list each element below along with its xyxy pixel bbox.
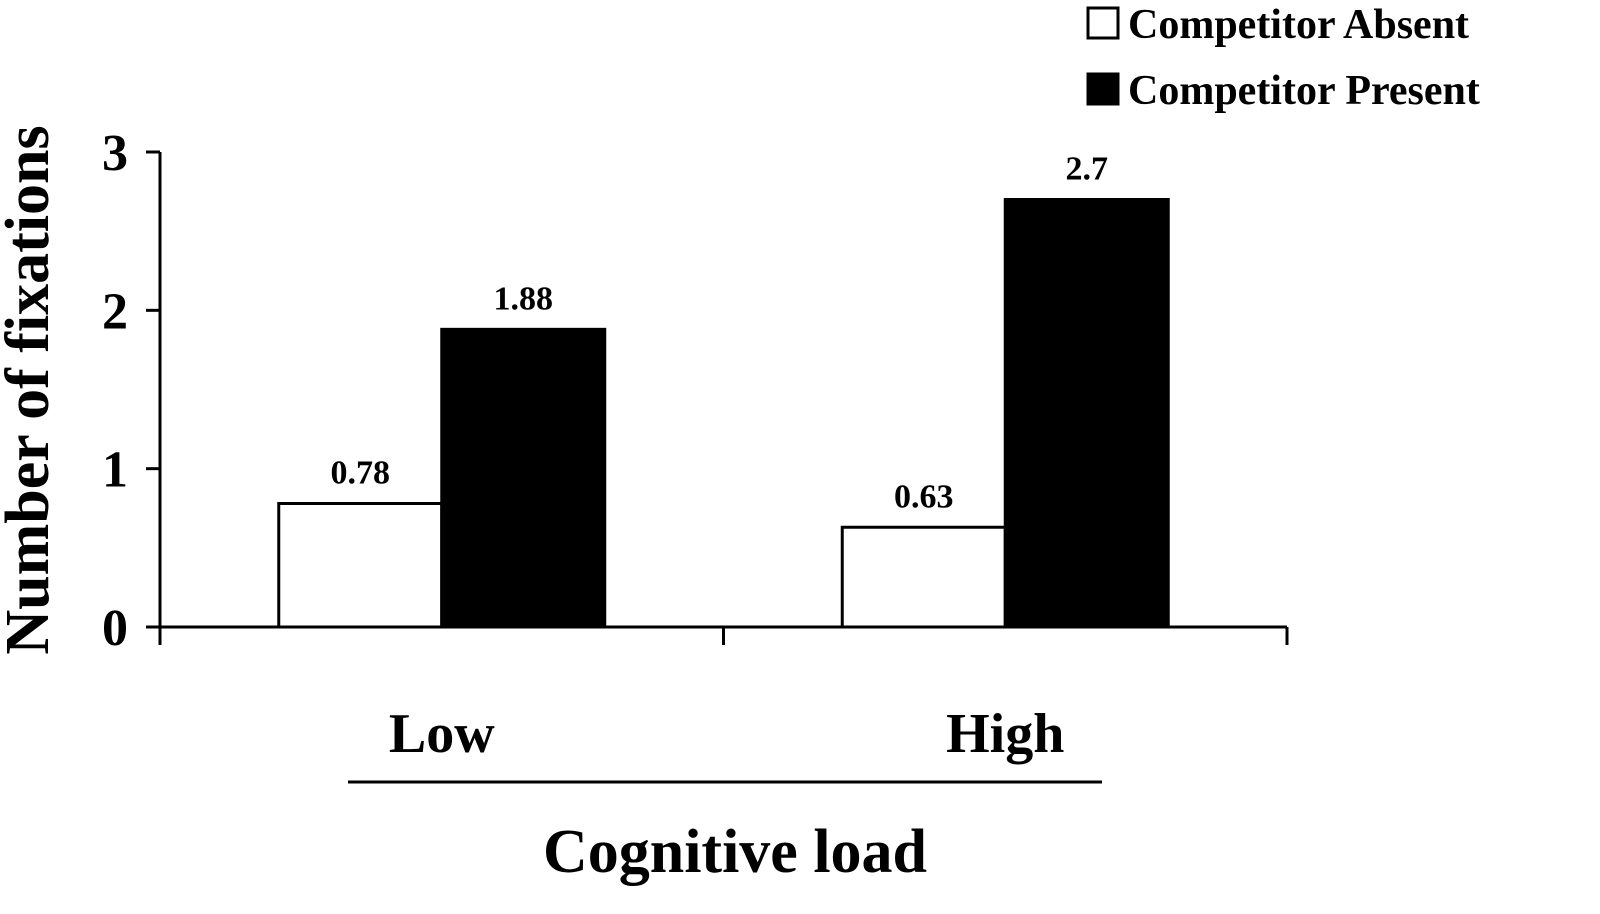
data-label: 1.88 bbox=[494, 280, 554, 317]
y-tick-label: 2 bbox=[102, 283, 128, 340]
category-label: High bbox=[946, 703, 1064, 765]
y-tick-label: 3 bbox=[102, 125, 128, 182]
y-axis-title: Number of fixations bbox=[0, 125, 62, 654]
axes-layer bbox=[146, 150, 1289, 784]
legend-swatch bbox=[1086, 6, 1120, 40]
legend: Competitor Absent Competitor Present bbox=[1086, 2, 1480, 114]
legend-swatch bbox=[1086, 72, 1120, 106]
bars-layer bbox=[277, 198, 1170, 629]
bar-low-series-1 bbox=[440, 327, 607, 629]
data-label: 0.78 bbox=[331, 455, 391, 492]
legend-label: Competitor Present bbox=[1128, 68, 1480, 114]
y-tick-label: 0 bbox=[102, 600, 128, 657]
bar-high-series-0 bbox=[840, 525, 1007, 629]
y-tick-label: 1 bbox=[102, 442, 128, 499]
labels-layer: 0.78 1.88 Low 0.63 2.7 High 0 1 2 3 Cognitive load… bbox=[0, 125, 1108, 886]
category-label: Low bbox=[389, 703, 495, 765]
data-label: 2.7 bbox=[1066, 151, 1109, 188]
data-label: 0.63 bbox=[894, 478, 954, 515]
bar-high-series-1 bbox=[1003, 198, 1170, 629]
bar-low-series-0 bbox=[277, 502, 444, 629]
legend-label: Competitor Absent bbox=[1128, 2, 1469, 48]
x-axis-title: Cognitive load bbox=[543, 818, 927, 886]
